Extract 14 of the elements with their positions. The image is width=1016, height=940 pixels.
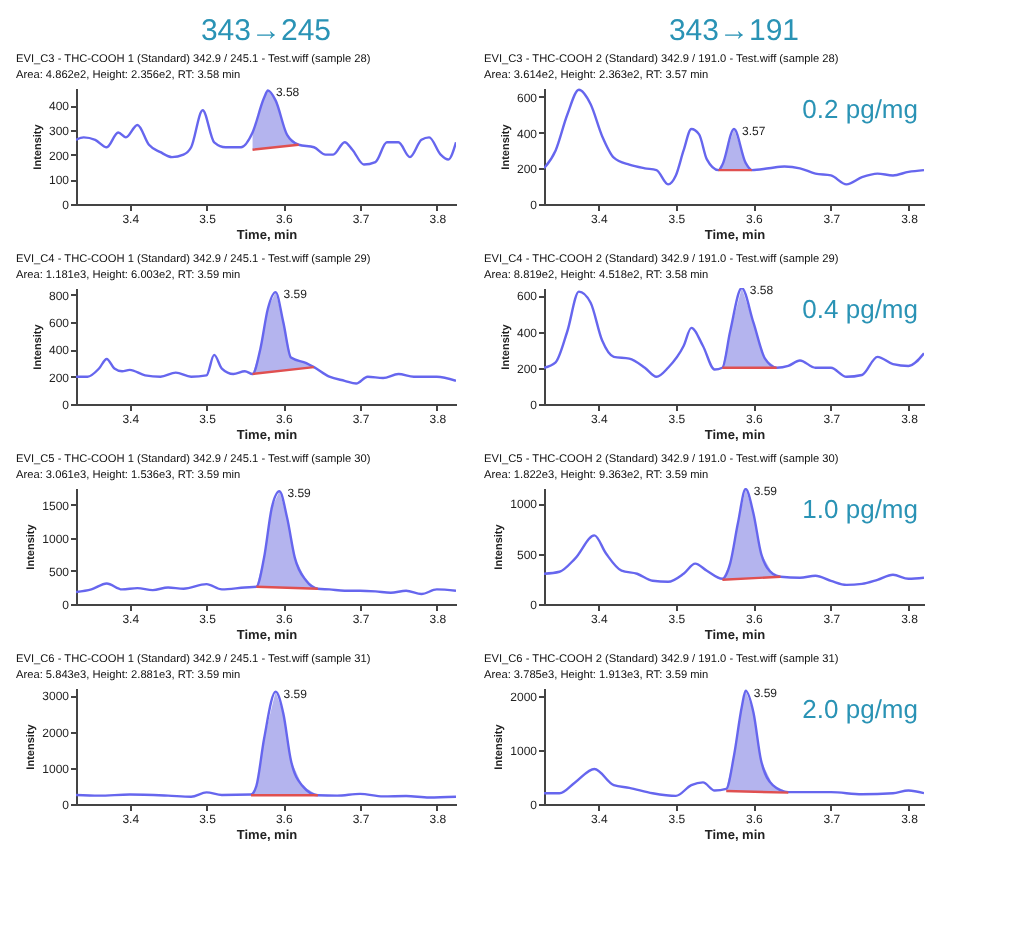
line-series — [544, 689, 924, 798]
line-series — [544, 488, 924, 587]
text: 343→191 — [668, 14, 800, 48]
annotation: 0.2 pg/mg — [802, 94, 918, 124]
line-series — [76, 290, 456, 385]
annotation: 1.0 pg/mg — [802, 494, 918, 524]
text: 343→245 — [200, 14, 332, 48]
line-series — [76, 490, 456, 596]
line-series — [76, 89, 456, 166]
line-series — [76, 690, 456, 799]
annotation: 2.0 pg/mg — [802, 694, 918, 724]
line-series — [544, 288, 924, 379]
annotation: 0.4 pg/mg — [802, 294, 918, 324]
line-series — [544, 88, 924, 186]
